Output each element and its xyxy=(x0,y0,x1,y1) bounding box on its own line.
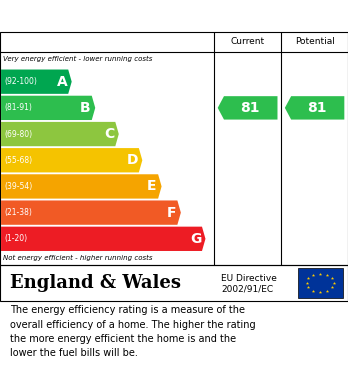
Polygon shape xyxy=(1,122,119,146)
Text: F: F xyxy=(166,206,176,220)
Text: Potential: Potential xyxy=(295,38,334,47)
Text: B: B xyxy=(80,101,91,115)
Polygon shape xyxy=(1,148,142,172)
Text: 2002/91/EC: 2002/91/EC xyxy=(221,285,273,294)
Text: EU Directive: EU Directive xyxy=(221,274,277,283)
Text: (39-54): (39-54) xyxy=(4,182,32,191)
Text: A: A xyxy=(57,75,67,89)
Text: E: E xyxy=(147,179,157,194)
Text: (55-68): (55-68) xyxy=(4,156,32,165)
Text: The energy efficiency rating is a measure of the
overall efficiency of a home. T: The energy efficiency rating is a measur… xyxy=(10,305,256,359)
Text: Energy Efficiency Rating: Energy Efficiency Rating xyxy=(10,9,221,23)
Polygon shape xyxy=(1,70,72,94)
Polygon shape xyxy=(285,96,344,120)
Text: (1-20): (1-20) xyxy=(4,234,27,243)
Text: 81: 81 xyxy=(240,101,259,115)
Text: (92-100): (92-100) xyxy=(4,77,37,86)
Polygon shape xyxy=(1,174,161,199)
Polygon shape xyxy=(218,96,277,120)
Text: Very energy efficient - lower running costs: Very energy efficient - lower running co… xyxy=(3,56,153,63)
Text: C: C xyxy=(104,127,114,141)
Text: D: D xyxy=(127,153,138,167)
Polygon shape xyxy=(1,96,95,120)
Text: Not energy efficient - higher running costs: Not energy efficient - higher running co… xyxy=(3,255,153,261)
Text: 81: 81 xyxy=(307,101,326,115)
Text: G: G xyxy=(190,232,201,246)
Polygon shape xyxy=(1,201,181,225)
Text: (69-80): (69-80) xyxy=(4,129,32,138)
FancyBboxPatch shape xyxy=(298,267,343,298)
Polygon shape xyxy=(1,227,205,251)
Text: (81-91): (81-91) xyxy=(4,103,32,112)
Text: (21-38): (21-38) xyxy=(4,208,32,217)
Text: England & Wales: England & Wales xyxy=(10,274,181,292)
Text: Current: Current xyxy=(230,38,265,47)
